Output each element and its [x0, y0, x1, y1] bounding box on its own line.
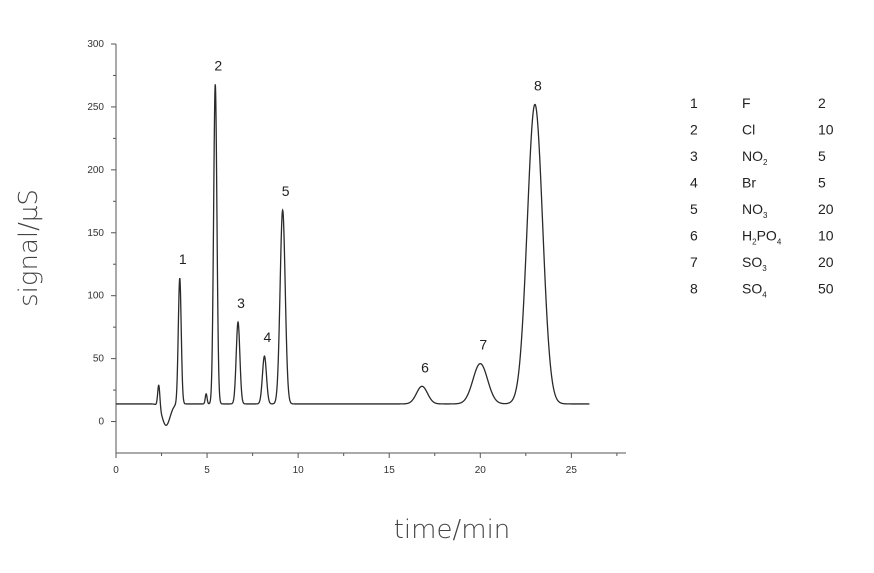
- legend-concentration: 50: [818, 281, 834, 297]
- legend-concentration: 5: [818, 175, 826, 191]
- y-tick-label: 150: [87, 228, 104, 239]
- legend-concentration: 20: [818, 254, 834, 270]
- legend-concentration: 10: [818, 228, 834, 244]
- x-tick-label: 0: [113, 465, 119, 476]
- y-axis-title: signal/µS: [14, 189, 44, 307]
- y-tick-label: 250: [87, 102, 104, 113]
- legend-ion: Br: [742, 175, 756, 191]
- legend-ion: F: [742, 95, 751, 111]
- legend-row: 8 SO4 50: [690, 281, 834, 300]
- legend-ion: H2PO4: [742, 228, 782, 247]
- legend-number: 6: [690, 228, 698, 244]
- legend-row: 4 Br 5: [690, 175, 826, 191]
- y-tick-label: 200: [87, 165, 104, 176]
- x-tick-label: 20: [475, 465, 487, 476]
- legend-concentration: 5: [818, 148, 826, 164]
- legend-row: 2 Cl 10: [690, 122, 834, 138]
- peak-label: 1: [179, 251, 187, 267]
- legend-number: 3: [690, 148, 698, 164]
- legend-number: 8: [690, 281, 698, 297]
- legend: 1 F 2 2 Cl 10 3 NO2 5 4 Br 5 5 NO3 20 6 H2PO4 10 7 SO3 20 8 SO…: [690, 95, 834, 300]
- legend-concentration: 20: [818, 201, 834, 217]
- y-tick-label: 50: [93, 354, 105, 365]
- legend-row: 3 NO2 5: [690, 148, 826, 167]
- x-axis-title: time/min: [394, 515, 511, 545]
- legend-row: 7 SO3 20: [690, 254, 834, 273]
- x-tick-label: 10: [293, 465, 305, 476]
- x-tick-label: 5: [204, 465, 210, 476]
- peak-label: 3: [237, 295, 245, 311]
- x-tick-label: 25: [566, 465, 578, 476]
- legend-number: 7: [690, 254, 698, 270]
- peak-labels: 1 2 3 4 5 6 7 8: [179, 57, 542, 375]
- peak-label: 4: [264, 329, 272, 345]
- peak-label: 2: [214, 57, 222, 73]
- legend-row: 1 F 2: [690, 95, 826, 111]
- legend-concentration: 10: [818, 122, 834, 138]
- legend-ion: Cl: [742, 122, 755, 138]
- legend-ion: SO4: [742, 281, 767, 300]
- legend-number: 1: [690, 95, 698, 111]
- y-tick-label: 100: [87, 291, 104, 302]
- legend-row: 5 NO3 20: [690, 201, 834, 220]
- signal-trace: [116, 84, 590, 426]
- peak-label: 6: [421, 359, 429, 375]
- legend-ion: NO3: [742, 201, 768, 220]
- chromatogram-line: [116, 84, 590, 426]
- legend-number: 4: [690, 175, 698, 191]
- legend-number: 5: [690, 201, 698, 217]
- peak-label: 8: [534, 77, 542, 93]
- peak-label: 7: [479, 337, 487, 353]
- legend-concentration: 2: [818, 95, 826, 111]
- x-tick-label: 15: [384, 465, 396, 476]
- legend-number: 2: [690, 122, 698, 138]
- legend-row: 6 H2PO4 10: [690, 228, 834, 247]
- legend-ion: SO3: [742, 254, 767, 273]
- legend-ion: NO2: [742, 148, 768, 167]
- peak-label: 5: [282, 183, 290, 199]
- y-tick-label: 300: [87, 39, 104, 50]
- y-tick-label: 0: [98, 417, 104, 428]
